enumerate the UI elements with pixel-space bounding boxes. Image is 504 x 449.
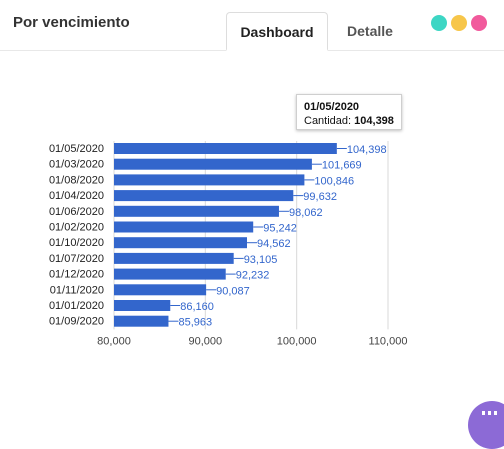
data-label: 86,160 <box>180 301 214 313</box>
data-label: 90,087 <box>216 285 250 297</box>
category-label: 01/12/2020 <box>49 269 104 281</box>
bar <box>114 205 279 217</box>
category-label: 01/06/2020 <box>49 206 104 218</box>
teal-dot[interactable] <box>431 15 447 31</box>
data-label: 104,398 <box>347 144 387 156</box>
data-label: 93,105 <box>244 254 278 266</box>
chart-x-tick-labels: 80,000 90,000 100,000 110,000 <box>97 335 407 347</box>
x-tick-label: 90,000 <box>189 335 223 347</box>
category-label: 01/07/2020 <box>49 253 104 265</box>
data-label: 95,242 <box>263 223 297 235</box>
chart-tooltip: 01/05/2020 Cantidad: 104,398 <box>296 94 402 130</box>
category-label: 01/05/2020 <box>49 143 104 155</box>
header: Por vencimiento Dashboard Detalle <box>0 0 504 51</box>
bar <box>114 221 254 233</box>
page-title: Por vencimiento <box>13 14 130 31</box>
category-label: 01/01/2020 <box>49 300 104 312</box>
tab-detalle[interactable]: Detalle <box>347 23 393 39</box>
x-tick-label: 110,000 <box>369 335 408 347</box>
chart-label-connectors <box>168 148 347 322</box>
chart-grid <box>113 141 389 330</box>
menu-fab-button[interactable] <box>468 401 504 449</box>
data-label: 92,232 <box>236 270 270 282</box>
bar <box>114 284 207 296</box>
bar <box>114 158 312 170</box>
data-label: 99,632 <box>303 191 337 203</box>
data-label: 94,562 <box>257 238 291 250</box>
data-label: 101,669 <box>322 160 362 172</box>
category-label: 01/03/2020 <box>49 159 104 171</box>
tab-dashboard[interactable]: Dashboard <box>226 12 328 51</box>
grid-icon <box>482 411 498 415</box>
bar <box>114 252 234 264</box>
bar <box>114 174 305 186</box>
chart-category-labels: 01/05/2020 01/03/2020 01/08/2020 01/04/2020… <box>49 143 104 328</box>
bar <box>114 315 169 327</box>
bar <box>114 190 294 202</box>
bar <box>114 268 226 280</box>
yellow-dot[interactable] <box>451 15 467 31</box>
tooltip-date: 01/05/2020 <box>304 101 360 113</box>
chart-bars <box>114 143 337 327</box>
category-label: 01/11/2020 <box>50 284 104 296</box>
x-tick-label: 100,000 <box>277 335 317 347</box>
data-label: 100,846 <box>314 175 354 187</box>
category-label: 01/09/2020 <box>49 316 104 328</box>
category-label: 01/04/2020 <box>49 190 104 202</box>
data-label: 85,963 <box>178 317 212 329</box>
chart-data-labels: 104,398 101,669 100,846 99,632 98,062 95,242 9… <box>178 144 386 329</box>
category-label: 01/10/2020 <box>49 237 104 249</box>
category-label: 01/08/2020 <box>49 174 104 186</box>
bar <box>114 143 337 154</box>
category-label: 01/02/2020 <box>49 222 104 234</box>
tooltip-label: Cantidad: <box>304 115 355 127</box>
tooltip-value: 104,398 <box>354 115 394 127</box>
bar <box>114 300 171 311</box>
pink-dot[interactable] <box>471 15 487 31</box>
bar <box>114 237 247 249</box>
data-label: 98,062 <box>289 207 323 219</box>
x-tick-label: 80,000 <box>97 335 131 347</box>
bar-chart: 104,398 101,669 100,846 99,632 98,062 95,242 9… <box>49 141 407 347</box>
tooltip-line: Cantidad: 104,398 <box>304 114 401 128</box>
